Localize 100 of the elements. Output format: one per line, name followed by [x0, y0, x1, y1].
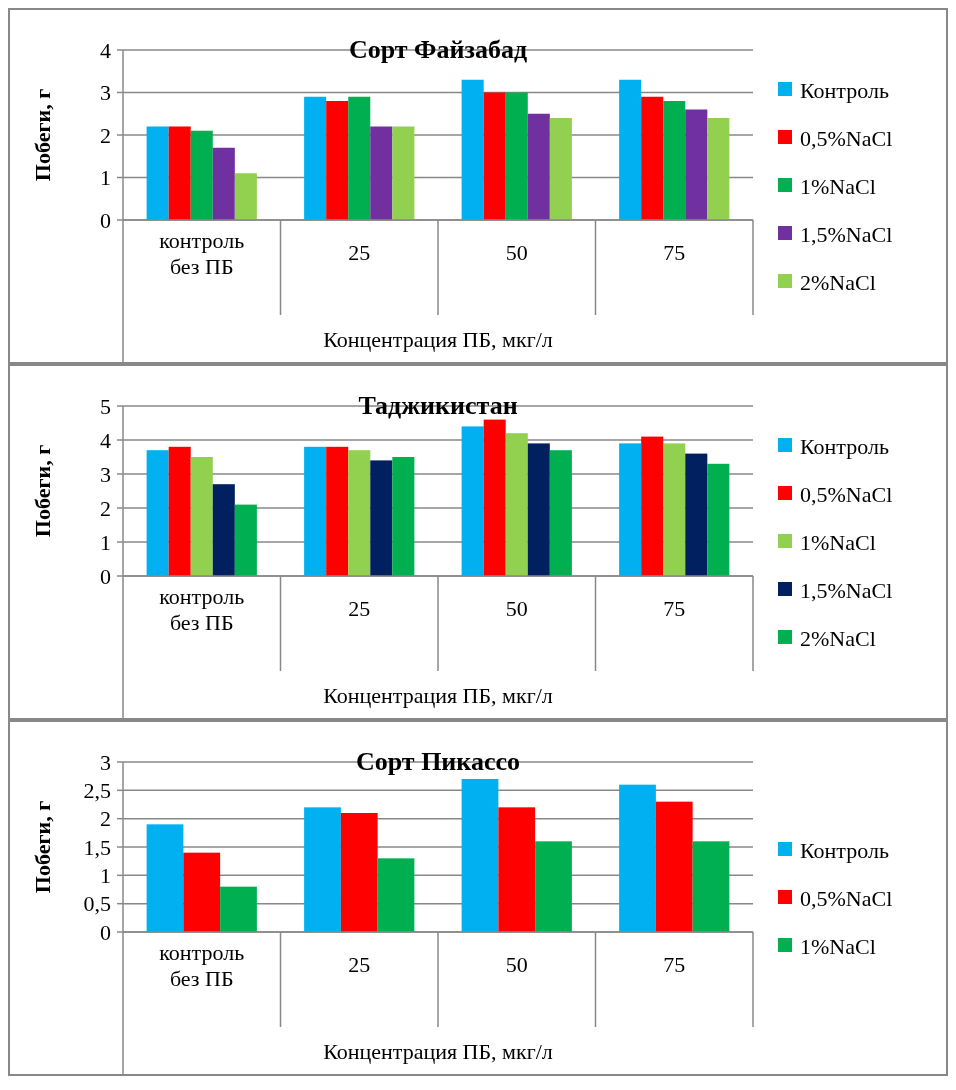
- chart-title: Таджикистан: [358, 391, 518, 420]
- x-tick-label: 50: [505, 952, 528, 977]
- y-tick-label: 0,5: [83, 891, 111, 917]
- bar: [348, 450, 371, 576]
- bar: [707, 118, 730, 220]
- bar: [483, 92, 506, 220]
- bar: [505, 92, 528, 220]
- y-tick-label: 0: [100, 919, 111, 945]
- y-tick-label: 4: [100, 427, 111, 453]
- bar: [304, 446, 327, 576]
- bar: [212, 147, 235, 220]
- bar: [212, 484, 235, 576]
- chart-title: Сорт Файзабад: [348, 35, 528, 64]
- legend-label: Контроль: [800, 837, 889, 863]
- x-axis-title: Концентрация ПБ, мкг/л: [323, 327, 553, 352]
- bar: [685, 453, 708, 576]
- bar: [190, 457, 213, 576]
- bar: [663, 443, 686, 576]
- bar: [370, 126, 393, 220]
- bar: [348, 96, 371, 220]
- bar: [655, 801, 693, 932]
- bar: [326, 446, 349, 576]
- bar: [304, 807, 341, 932]
- x-tick-label: 25: [348, 240, 371, 265]
- bar: [146, 126, 169, 220]
- x-tick-label: 75: [663, 596, 686, 621]
- x-axis-title: Концентрация ПБ, мкг/л: [323, 683, 553, 708]
- y-tick-label: 4: [100, 37, 111, 63]
- x-tick-label: 50: [505, 596, 528, 621]
- bar: [340, 813, 378, 932]
- bar: [505, 433, 528, 576]
- y-tick-label: 0: [100, 563, 111, 589]
- legend-label: Контроль: [800, 77, 889, 103]
- legend-label: 2%NaCl: [800, 625, 876, 651]
- y-tick-label: 3: [100, 749, 111, 775]
- x-tick-label: контроль без ПБ: [159, 584, 245, 635]
- legend-label: 0,5%NaCl: [800, 885, 893, 911]
- bar: [549, 450, 572, 576]
- x-tick-label: 25: [348, 596, 371, 621]
- legend-label: 0,5%NaCl: [800, 481, 893, 507]
- legend-label: 1%NaCl: [800, 529, 876, 555]
- bar: [392, 126, 415, 220]
- y-tick-label: 2: [100, 806, 111, 832]
- bar: [377, 858, 415, 932]
- legend-label: 1%NaCl: [800, 173, 876, 199]
- bar: [692, 841, 730, 932]
- bar: [461, 426, 484, 576]
- bar: [549, 118, 572, 220]
- bar: [326, 101, 349, 220]
- y-tick-label: 1: [100, 863, 111, 889]
- bar: [527, 443, 550, 576]
- y-tick-label: 3: [100, 80, 111, 106]
- bar: [707, 463, 730, 576]
- legend-label: 1,5%NaCl: [800, 577, 893, 603]
- y-tick-label: 1,5: [83, 834, 111, 860]
- y-tick-label: 0: [100, 207, 111, 233]
- bar: [527, 113, 550, 220]
- bar: [619, 443, 642, 576]
- legend-label: Контроль: [800, 433, 889, 459]
- chart-title: Сорт Пикассо: [355, 747, 521, 776]
- bar: [183, 852, 221, 932]
- x-tick-label: 75: [663, 952, 686, 977]
- x-tick-label: 75: [663, 240, 686, 265]
- bar: [146, 824, 184, 932]
- bar: [234, 504, 257, 576]
- bar: [370, 460, 393, 576]
- bar: [483, 419, 506, 576]
- bar: [146, 450, 169, 576]
- x-tick-label: 25: [348, 952, 371, 977]
- bar: [461, 79, 484, 220]
- bar: [190, 130, 213, 220]
- bar: [461, 779, 499, 932]
- x-tick-label: 50: [505, 240, 528, 265]
- y-tick-label: 5: [100, 393, 111, 419]
- bar: [619, 784, 656, 932]
- bar: [304, 96, 327, 220]
- y-axis-title: Побеги, г: [30, 88, 55, 182]
- legend-label: 2%NaCl: [800, 269, 876, 295]
- x-axis-title: Концентрация ПБ, мкг/л: [323, 1039, 553, 1064]
- y-tick-label: 1: [100, 165, 111, 191]
- bar: [685, 109, 708, 220]
- legend-label: 1%NaCl: [800, 933, 876, 959]
- bar: [168, 446, 191, 576]
- y-tick-label: 2: [100, 495, 111, 521]
- y-axis-title: Побеги, г: [30, 444, 55, 538]
- bar: [392, 457, 415, 576]
- bar: [234, 173, 257, 220]
- y-tick-label: 1: [100, 529, 111, 555]
- bar: [220, 886, 257, 932]
- x-tick-label: контроль без ПБ: [159, 940, 245, 991]
- y-tick-label: 2: [100, 122, 111, 148]
- bar: [535, 841, 572, 932]
- bar: [641, 436, 664, 576]
- bar: [641, 96, 664, 220]
- bar: [498, 807, 536, 932]
- x-tick-label: контроль без ПБ: [159, 228, 245, 279]
- bar: [663, 101, 686, 220]
- y-tick-label: 2,5: [83, 778, 111, 804]
- y-axis-title: Побеги, г: [30, 800, 55, 894]
- legend-label: 0,5%NaCl: [800, 125, 893, 151]
